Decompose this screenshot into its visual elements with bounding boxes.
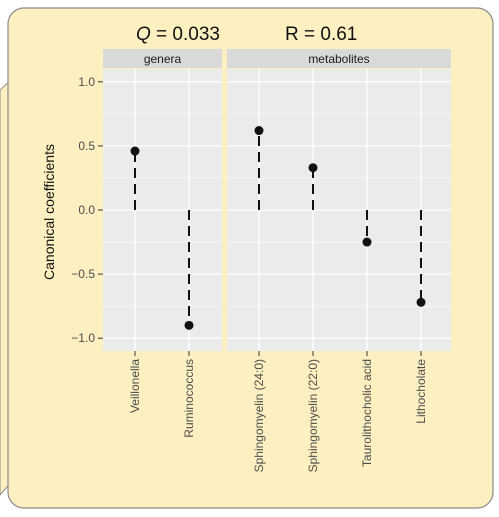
plot-area: genera Veillonella Ruminococcus metabolites… [71,49,451,472]
y-tick-label: −1.0 [71,331,95,345]
y-tick-label: 1.0 [78,75,95,89]
y-tick-label: −0.5 [71,267,95,281]
x-tick-label: Lithocholate [414,359,428,424]
q-symbol: Q [136,24,151,45]
facet-strip-label: metabolites [308,52,369,66]
point-ruminococcus [184,320,194,330]
facet-strip-label: genera [144,52,182,66]
x-tick-label: Sphingomyelin (24:0) [252,359,266,472]
facet-strip-metabolites [227,49,451,68]
y-axis-label: Canonical coefficients [41,144,57,280]
y-tick-label: 0.5 [78,139,95,153]
x-tick-label: Ruminococcus [182,359,196,438]
q-value: = 0.033 [151,24,220,45]
r-statistic: R = 0.61 [285,24,357,45]
q-statistic: Q = 0.033 [136,24,220,45]
x-tick-label: Sphingomyelin (22:0) [306,359,320,472]
facet-strip-genera [103,49,222,68]
point-lithocholate [416,297,426,307]
y-tick-label: 0.0 [78,203,95,217]
point-sphingomyelin-24-0- [254,126,264,136]
point-taurolithocholic-acid [362,237,372,247]
x-tick-label: Taurolithocholic acid [360,359,374,467]
point-veillonella [130,146,140,156]
x-tick-label: Veillonella [128,359,142,413]
point-sphingomyelin-22-0- [308,163,318,173]
